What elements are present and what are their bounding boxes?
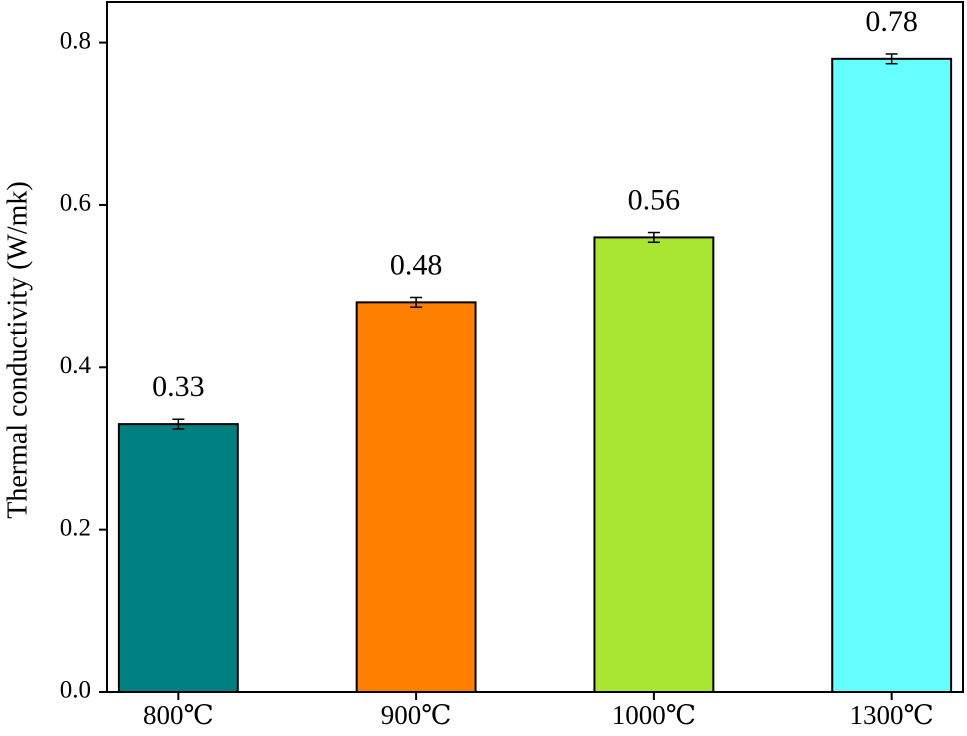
y-tick-label: 0.6 — [60, 190, 91, 217]
y-tick-label: 0.4 — [60, 352, 92, 379]
bar — [831, 57, 953, 693]
error-bar — [172, 418, 185, 430]
y-tick-label: 0.8 — [60, 27, 91, 54]
x-tick-label: 1000℃ — [612, 700, 696, 730]
value-label: 0.48 — [390, 248, 443, 281]
bar — [593, 236, 715, 693]
y-tick-label: 0.2 — [60, 514, 91, 541]
value-label: 0.33 — [152, 370, 205, 403]
error-bar — [647, 231, 660, 244]
y-axis-label: Thermal conductivity (W/mk) — [2, 181, 33, 518]
bar — [355, 301, 477, 693]
plot-frame — [106, 1, 964, 693]
value-label: 0.78 — [865, 5, 918, 38]
y-tick-label: 0.0 — [60, 677, 91, 704]
x-tick-label: 900℃ — [381, 700, 452, 730]
x-tick-label: 800℃ — [143, 700, 214, 730]
bar — [117, 423, 239, 693]
x-tick-label: 1300℃ — [850, 700, 934, 730]
value-label: 0.56 — [628, 183, 681, 216]
error-bar — [410, 296, 423, 308]
error-bar — [885, 53, 898, 65]
